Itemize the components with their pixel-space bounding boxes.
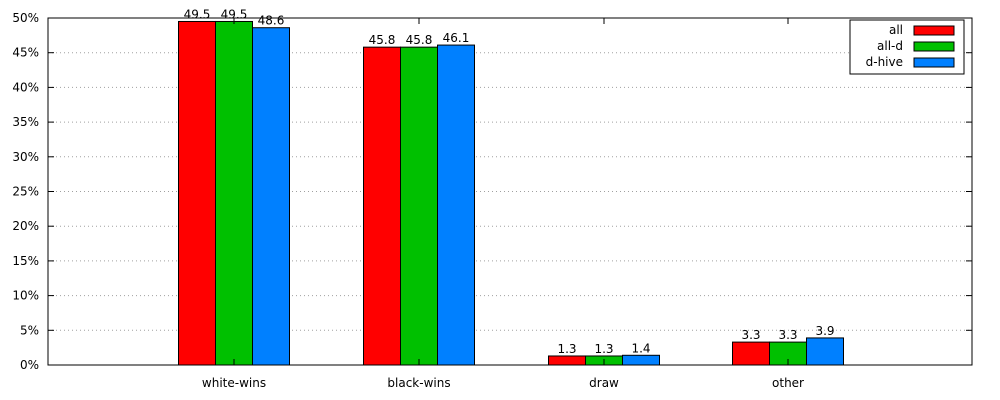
data-label: 1.4	[631, 341, 650, 355]
y-tick-label: 35%	[12, 115, 39, 129]
y-tick-label: 20%	[12, 219, 39, 233]
y-tick-label: 45%	[12, 46, 39, 60]
legend-swatch	[913, 57, 955, 68]
x-tick-label: other	[772, 376, 804, 390]
legend-label: all	[889, 23, 903, 37]
data-label: 46.1	[443, 31, 470, 45]
y-tick-label: 15%	[12, 254, 39, 268]
data-label: 3.3	[778, 328, 797, 342]
legend-label: d-hive	[866, 55, 903, 69]
data-label: 3.9	[815, 324, 834, 338]
bars	[178, 20, 844, 366]
y-tick-label: 30%	[12, 150, 39, 164]
bar-all-other	[732, 341, 770, 366]
ticks	[48, 17, 972, 366]
data-labels: 49.5 45.8 1.3 3.3 49.5 45.8 1.3 3.3 48.6 46.1 1.4 3…	[184, 7, 835, 356]
legend-swatch	[913, 41, 955, 52]
x-tick-label: black-wins	[387, 376, 450, 390]
data-label: 3.3	[741, 328, 760, 342]
legend-label: all-d	[877, 39, 903, 53]
bar-all-d-white-wins	[215, 20, 253, 366]
legend: all all-d d-hive	[849, 19, 965, 75]
y-tick-label: 5%	[20, 323, 39, 337]
bar-all-draw	[548, 355, 586, 366]
bar-d-hive-black-wins	[437, 44, 475, 366]
bar-d-hive-white-wins	[252, 27, 290, 366]
data-label: 48.6	[258, 14, 285, 28]
data-label: 49.5	[184, 7, 211, 21]
bar-all-d-black-wins	[400, 46, 438, 366]
data-label: 45.8	[406, 33, 433, 47]
y-tick-label: 0%	[20, 358, 39, 372]
y-tick-label: 50%	[12, 11, 39, 25]
y-axis-labels: 0% 5% 10% 15% 20% 25% 30% 35% 40% 45% 50%	[12, 11, 39, 372]
bar-all-black-wins	[363, 46, 401, 366]
bar-d-hive-other	[806, 337, 844, 366]
data-label: 1.3	[594, 342, 613, 356]
x-tick-label: white-wins	[202, 376, 266, 390]
legend-swatch	[913, 25, 955, 36]
data-label: 49.5	[221, 7, 248, 21]
y-tick-label: 10%	[12, 289, 39, 303]
x-axis-labels: white-wins black-wins draw other	[202, 376, 804, 390]
bar-d-hive-draw	[622, 354, 660, 366]
data-label: 1.3	[557, 342, 576, 356]
bar-all-white-wins	[178, 20, 216, 366]
y-tick-label: 40%	[12, 80, 39, 94]
data-label: 45.8	[369, 33, 396, 47]
y-tick-label: 25%	[12, 185, 39, 199]
x-tick-label: draw	[589, 376, 619, 390]
